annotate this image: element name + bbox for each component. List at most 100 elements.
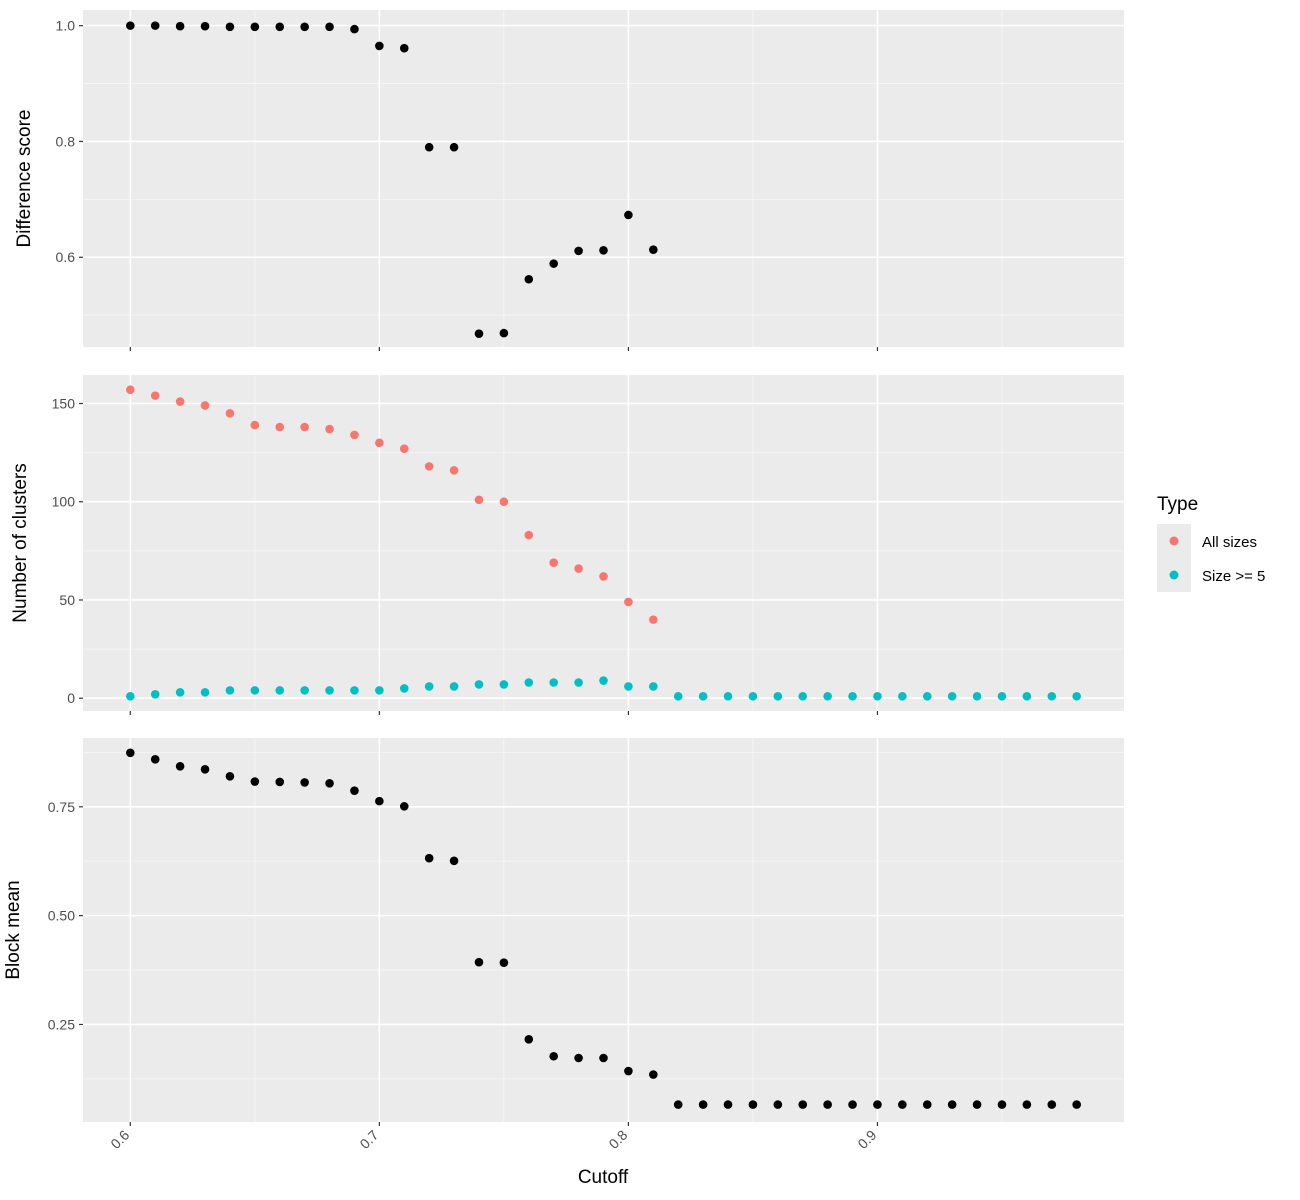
data-point bbox=[225, 772, 235, 781]
data-point bbox=[574, 678, 583, 687]
data-point bbox=[997, 1100, 1007, 1109]
data-point bbox=[723, 1100, 733, 1109]
data-point bbox=[748, 1100, 758, 1109]
data-point bbox=[748, 691, 758, 701]
panel-1: 0.6 0.8 1.0 Difference score bbox=[14, 10, 1124, 351]
data-point bbox=[1047, 691, 1057, 701]
data-point bbox=[225, 409, 235, 418]
data-point bbox=[350, 24, 359, 34]
x-tick-label: 0.6 bbox=[107, 1127, 132, 1152]
y-axis-title: Number of clusters bbox=[10, 463, 31, 622]
data-point bbox=[599, 1053, 608, 1063]
data-point bbox=[449, 142, 459, 152]
data-point bbox=[424, 853, 434, 863]
data-point bbox=[524, 1034, 534, 1044]
series-2 bbox=[126, 676, 1081, 701]
x-axis-title: Cutoff bbox=[578, 1167, 629, 1188]
x-tick-label: 0.9 bbox=[854, 1127, 879, 1152]
data-point bbox=[599, 246, 608, 255]
panel-3: 0.25 0.50 0.75 0.6 0.7 0.8 0.9 Block mean bbox=[3, 738, 1124, 1152]
data-point bbox=[399, 444, 409, 453]
series-1 bbox=[126, 21, 658, 338]
data-point bbox=[200, 688, 210, 697]
data-point bbox=[424, 142, 434, 152]
legend-key-all-sizes bbox=[1169, 536, 1179, 546]
x-tick-label: 0.8 bbox=[605, 1127, 630, 1152]
data-point bbox=[300, 686, 309, 695]
data-point bbox=[773, 691, 783, 701]
data-point bbox=[200, 21, 210, 31]
data-point bbox=[574, 246, 583, 256]
data-point bbox=[474, 957, 484, 967]
data-point bbox=[649, 245, 658, 255]
panel-background bbox=[83, 375, 1124, 711]
data-point bbox=[873, 1100, 882, 1109]
data-point bbox=[225, 686, 235, 695]
data-point bbox=[275, 777, 285, 787]
y-tick-label: 0.25 bbox=[48, 1016, 75, 1032]
data-point bbox=[449, 465, 459, 475]
legend-label-all-sizes: All sizes bbox=[1202, 534, 1257, 551]
legend-title: Type bbox=[1157, 494, 1198, 515]
data-point bbox=[150, 21, 160, 30]
data-point bbox=[375, 796, 384, 806]
data-point bbox=[1072, 691, 1081, 701]
data-point bbox=[200, 401, 210, 410]
data-point bbox=[599, 676, 608, 685]
data-point bbox=[325, 686, 334, 695]
data-point bbox=[673, 691, 683, 701]
data-point bbox=[325, 424, 334, 434]
data-point bbox=[823, 1100, 832, 1109]
data-point bbox=[1072, 1100, 1081, 1109]
y-axis-title: Difference score bbox=[14, 110, 35, 248]
data-point bbox=[399, 43, 409, 53]
data-point bbox=[375, 686, 384, 695]
data-point bbox=[175, 21, 185, 31]
data-point bbox=[150, 755, 160, 764]
data-point bbox=[549, 259, 558, 268]
panel-background bbox=[83, 738, 1124, 1122]
data-point bbox=[300, 778, 309, 787]
data-point bbox=[225, 22, 235, 32]
y-tick-label: 0.75 bbox=[48, 799, 75, 815]
panel-2: 0 50 100 150 Number of clusters bbox=[10, 375, 1124, 715]
data-point bbox=[972, 1100, 982, 1109]
data-point bbox=[1022, 691, 1032, 701]
data-point bbox=[649, 682, 658, 691]
data-point bbox=[300, 22, 309, 32]
data-point bbox=[399, 802, 409, 811]
y-tick-label: 0.8 bbox=[56, 133, 76, 149]
data-point bbox=[175, 397, 185, 406]
data-point bbox=[375, 41, 384, 51]
y-tick-label: 1.0 bbox=[56, 18, 76, 34]
data-point bbox=[350, 686, 359, 695]
legend-label-size-ge-5: Size >= 5 bbox=[1202, 568, 1265, 585]
data-point bbox=[624, 682, 633, 691]
data-point bbox=[698, 691, 708, 701]
data-point bbox=[922, 1100, 932, 1109]
y-tick-label: 100 bbox=[52, 494, 76, 510]
data-point bbox=[126, 748, 135, 758]
data-point bbox=[673, 1100, 683, 1109]
y-tick-label: 0.50 bbox=[48, 908, 75, 924]
panel-background bbox=[83, 10, 1124, 347]
x-tick-label: 0.7 bbox=[356, 1127, 381, 1152]
data-point bbox=[424, 462, 434, 471]
data-point bbox=[499, 497, 509, 507]
data-point bbox=[250, 420, 260, 430]
data-point bbox=[474, 495, 484, 505]
data-point bbox=[325, 22, 334, 32]
data-point bbox=[723, 691, 733, 701]
data-point bbox=[350, 430, 359, 440]
data-point bbox=[275, 22, 285, 32]
chart-panels: 0.6 0.8 1.0 Difference score 0 50 100 150 Number… bbox=[3, 10, 1124, 1152]
series-1 bbox=[126, 748, 1081, 1109]
data-point bbox=[922, 691, 932, 701]
y-tick-label: 50 bbox=[59, 592, 75, 608]
data-point bbox=[599, 572, 608, 581]
data-point bbox=[848, 691, 857, 701]
data-point bbox=[549, 678, 558, 687]
data-point bbox=[250, 777, 260, 786]
data-point bbox=[350, 786, 359, 795]
